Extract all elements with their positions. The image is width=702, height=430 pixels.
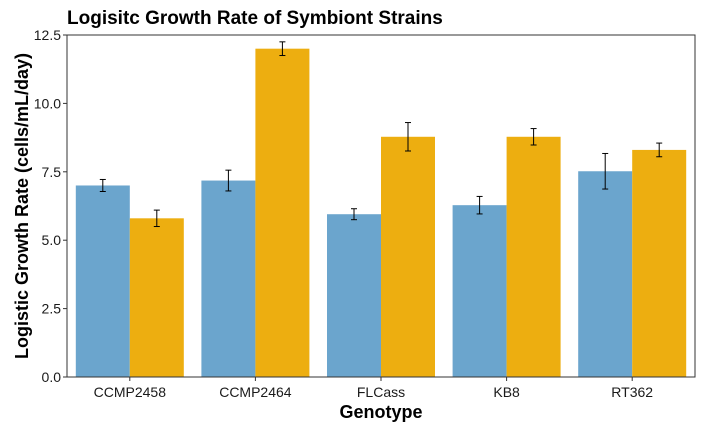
x-tick-label: CCMP2464 [219, 384, 292, 400]
y-tick-label: 0.0 [42, 369, 62, 385]
x-axis-title: Genotype [339, 402, 422, 422]
y-tick-label: 2.5 [42, 301, 62, 317]
bar [255, 48, 310, 378]
bar [578, 171, 633, 377]
x-tick-label: RT362 [611, 384, 653, 400]
y-axis-title: Logistic Growth Rate (cells/mL/day) [12, 53, 32, 359]
plot-area: 0.0 2.5 5.0 7.5 10.0 12.5 CCMP2458 CCMP2464 FLCa… [34, 27, 687, 400]
y-tick-label: 12.5 [34, 27, 61, 43]
bar [201, 180, 256, 377]
plot-panel-border [66, 34, 696, 378]
y-tick-label: 10.0 [34, 95, 61, 111]
y-tick-label: 5.0 [42, 232, 62, 248]
bar [506, 136, 561, 377]
bar [327, 214, 381, 377]
x-tick-label: CCMP2458 [94, 384, 167, 400]
bar [632, 149, 687, 377]
bar [129, 218, 184, 377]
y-tick-label: 7.5 [42, 164, 62, 180]
x-tick-label: FLCass [357, 384, 405, 400]
bar [381, 136, 435, 377]
x-tick-label: KB8 [493, 384, 520, 400]
chart-title: Logisitc Growth Rate of Symbiont Strains [67, 8, 443, 29]
bar [452, 205, 507, 377]
bar [75, 185, 130, 377]
